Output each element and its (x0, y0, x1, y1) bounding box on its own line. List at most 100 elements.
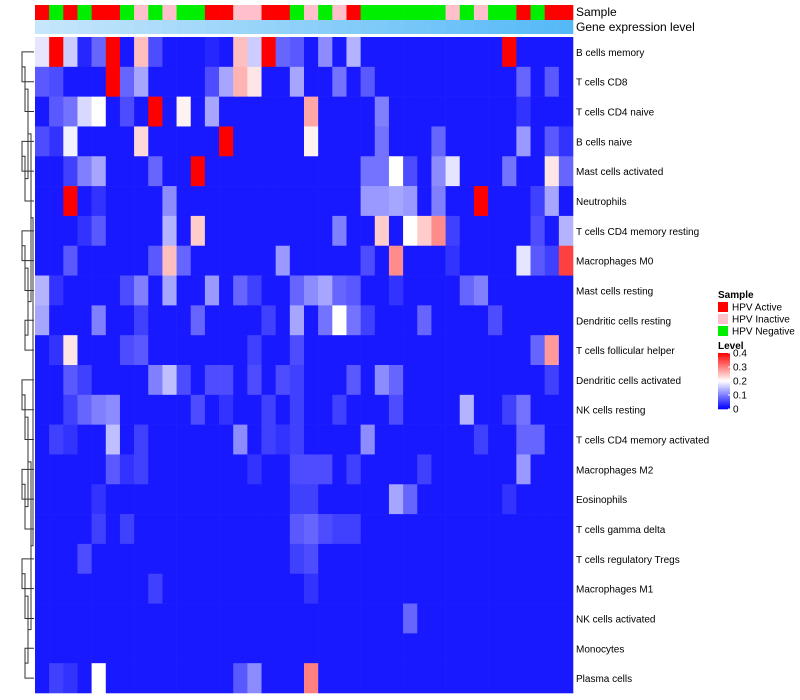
heatmap-cell (77, 335, 92, 366)
heatmap-cell (119, 156, 135, 187)
heatmap-cell (91, 663, 107, 694)
heatmap-cell (176, 335, 192, 366)
row-label: Macrophages M0 (576, 257, 654, 268)
heatmap-cell (105, 186, 121, 217)
heatmap-cell (176, 484, 192, 515)
heatmap-cell (176, 66, 192, 97)
heatmap-cell (403, 603, 418, 634)
heatmap-cell (304, 633, 319, 664)
heatmap-cell (219, 215, 234, 247)
heatmap-cell (204, 156, 220, 187)
heatmap-cell (63, 573, 78, 604)
heatmap-cell (388, 186, 404, 217)
heatmap-cell (275, 454, 291, 485)
heatmap-cell (119, 335, 135, 366)
heatmap-cell (261, 394, 276, 425)
heatmap-cell (275, 424, 291, 455)
heatmap-cell (318, 245, 333, 276)
heatmap-cell (360, 215, 376, 247)
heatmap-cell (233, 156, 248, 187)
heatmap-cell (190, 245, 206, 276)
heatmap-cell (134, 573, 149, 604)
heatmap-cell (119, 543, 135, 575)
gene-expression-cell (275, 20, 291, 34)
heatmap-cell (134, 663, 149, 694)
heatmap-cell (516, 335, 531, 366)
heatmap-cell (459, 335, 475, 366)
heatmap-cell (77, 633, 92, 664)
heatmap-cell (35, 454, 50, 485)
heatmap-cell (219, 514, 234, 545)
heatmap-cell (488, 514, 503, 545)
heatmap-cell (247, 484, 262, 515)
gene-expression-cell (488, 20, 503, 34)
heatmap-cell (49, 573, 64, 604)
legend-level-gradient-step (718, 393, 730, 396)
heatmap-cell (219, 66, 234, 97)
heatmap-cell (190, 335, 206, 366)
gene-expression-cell (261, 20, 276, 34)
heatmap-cell (360, 66, 376, 97)
heatmap-cell (77, 484, 92, 515)
heatmap-cell (289, 335, 305, 366)
heatmap-cell (204, 245, 220, 276)
heatmap-cell (332, 156, 347, 187)
heatmap-cell (219, 603, 234, 634)
dendrogram-branch (31, 217, 34, 547)
heatmap-cell (332, 633, 347, 664)
row-label: T cells follicular helper (576, 346, 675, 357)
heatmap-cell (502, 573, 517, 604)
heatmap-cell (261, 305, 276, 336)
legend-sample-label: HPV Active (732, 303, 782, 314)
heatmap-cell (63, 126, 78, 157)
heatmap-cell (318, 603, 333, 634)
heatmap-cell (162, 603, 177, 634)
heatmap-cell (558, 215, 574, 247)
sample-cell (247, 5, 262, 20)
heatmap-cell (49, 37, 64, 68)
heatmap-cell (219, 186, 234, 217)
heatmap-cell (233, 514, 248, 545)
legend-level-gradient-step (718, 374, 730, 376)
heatmap-cell (502, 365, 517, 396)
heatmap-cell (516, 424, 531, 455)
heatmap-cell (247, 156, 262, 187)
heatmap-cell (318, 96, 333, 127)
heatmap-cell (219, 573, 234, 604)
heatmap-cell (304, 543, 319, 575)
heatmap-cell (119, 126, 135, 157)
heatmap-cell (544, 394, 560, 425)
heatmap-cell (49, 156, 64, 187)
heatmap-cell (502, 215, 517, 247)
heatmap-cell (388, 514, 404, 545)
heatmap-cell (445, 186, 461, 217)
heatmap-cell (318, 66, 333, 97)
heatmap-cell (233, 603, 248, 634)
heatmap-cell (502, 663, 517, 694)
gene-expression-cell (219, 20, 234, 34)
heatmap-cell (417, 305, 432, 336)
heatmap-cell (219, 275, 234, 306)
heatmap-cell (247, 394, 262, 425)
heatmap-cell (219, 126, 234, 157)
gene-expression-cell (558, 20, 574, 34)
heatmap-cell (318, 126, 333, 157)
gene-expression-cell (473, 20, 489, 34)
heatmap-cell (219, 394, 234, 425)
heatmap-cell (105, 96, 121, 127)
heatmap-cell (374, 633, 390, 664)
legend-level-gradient-step (718, 354, 730, 357)
heatmap-cell (49, 365, 64, 396)
heatmap-cell (360, 37, 376, 68)
heatmap-cell (332, 96, 347, 127)
heatmap-cell (176, 394, 192, 425)
sample-cell (49, 5, 64, 20)
heatmap-cell (247, 37, 262, 68)
heatmap-cell (49, 663, 64, 694)
heatmap-cell (148, 335, 163, 366)
heatmap-cell (459, 305, 475, 336)
legend-level-gradient-step (718, 390, 730, 393)
heatmap-cell (261, 156, 276, 187)
heatmap-cell (289, 245, 305, 276)
